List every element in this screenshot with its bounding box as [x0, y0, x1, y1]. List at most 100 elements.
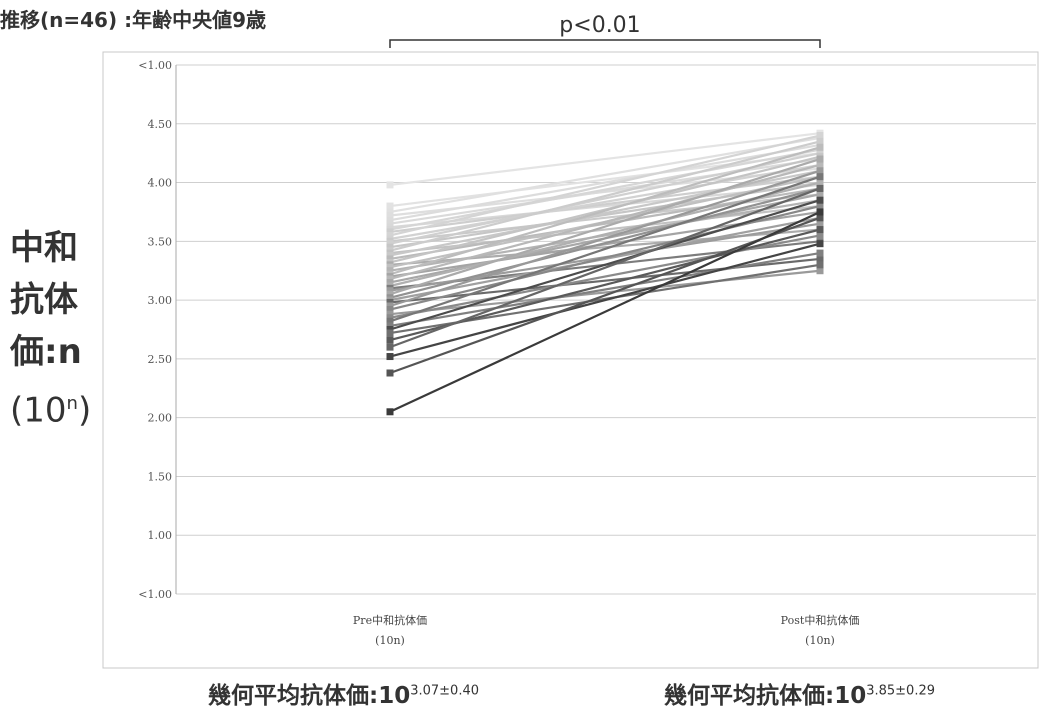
post-geometric-mean-exponent: 3.85±0.29 — [866, 683, 936, 699]
data-point — [816, 161, 824, 169]
data-point — [386, 317, 394, 325]
pre-geometric-mean-exponent: 3.07±0.40 — [410, 683, 480, 699]
category-label: Pre中和抗体価 — [353, 613, 427, 627]
series-lines — [386, 129, 824, 416]
y-tick-label: 1.00 — [148, 529, 173, 542]
y-tick-label: <1.00 — [138, 588, 172, 601]
series-9 — [386, 173, 824, 325]
data-point — [816, 137, 824, 145]
data-point — [386, 326, 394, 333]
data-point — [386, 302, 394, 310]
category-label: Post中和抗体価 — [781, 613, 860, 627]
y-tick-labels: <1.00 1.00 1.50 2.00 2.50 3.00 3.50 4.00 4.50 <1.… — [138, 59, 172, 601]
series-12 — [386, 202, 824, 314]
series-line — [389, 199, 821, 331]
data-point — [386, 240, 394, 248]
data-point — [386, 220, 394, 228]
significance-bracket-line — [389, 39, 821, 48]
series-line — [389, 155, 821, 264]
y-tick-label: 2.50 — [148, 353, 173, 366]
series-line — [389, 187, 821, 299]
post-geometric-mean: 幾何平均抗体価:103.85±0.29 — [664, 676, 935, 710]
series-2 — [386, 214, 824, 377]
series-1 — [386, 208, 824, 416]
data-point — [386, 231, 394, 239]
series-line — [389, 140, 821, 252]
chart-title: 推移(n=46) :年齢中央値9歳 — [0, 8, 266, 32]
data-point — [386, 202, 394, 210]
y-axis-unit-close: ) — [77, 390, 92, 431]
y-tick-label: 4.00 — [148, 177, 173, 190]
series-line — [389, 175, 821, 323]
data-point — [386, 353, 394, 361]
series-line — [389, 157, 821, 296]
series-line — [389, 204, 821, 311]
series-line — [389, 134, 821, 237]
data-point — [386, 329, 394, 337]
y-tick-label: 3.50 — [148, 235, 173, 248]
data-point — [386, 267, 394, 275]
data-point — [816, 167, 824, 175]
data-point — [816, 208, 824, 216]
data-point — [816, 202, 824, 210]
series-line — [389, 169, 821, 308]
series-4 — [386, 184, 824, 351]
series-line — [389, 187, 821, 349]
data-point — [386, 263, 394, 271]
series-line — [389, 210, 821, 413]
data-point — [816, 143, 824, 151]
series-line — [389, 163, 821, 281]
data-point — [386, 408, 394, 416]
series-37 — [386, 132, 824, 239]
data-point — [816, 240, 824, 248]
category-labels: Pre中和抗体価 (10n) Post中和抗体価 (10n) — [353, 613, 859, 647]
data-point — [816, 214, 824, 222]
data-point — [386, 306, 394, 314]
category-sublabel: (10n) — [375, 634, 405, 647]
data-point — [816, 249, 824, 257]
series-line — [389, 216, 821, 375]
data-point — [386, 228, 394, 236]
series-line — [389, 136, 821, 214]
data-point — [816, 255, 824, 263]
y-axis-label: 中和 抗体 価:n (10n) — [10, 222, 110, 436]
data-point — [816, 190, 824, 198]
y-axis-unit-exponent: n — [66, 393, 78, 414]
data-point — [386, 275, 394, 283]
data-point — [386, 287, 394, 295]
data-point — [386, 255, 394, 263]
data-point — [816, 220, 824, 228]
data-point — [816, 231, 824, 239]
data-point — [386, 336, 394, 344]
series-line — [389, 216, 821, 302]
significance-bracket: p<0.01 — [389, 13, 821, 48]
data-point — [386, 314, 394, 322]
data-point — [386, 343, 394, 351]
data-point — [386, 216, 394, 224]
chart-frame — [102, 51, 1039, 669]
data-point — [386, 251, 394, 259]
series-line — [389, 242, 821, 358]
series-line — [389, 132, 821, 186]
y-tick-label: 4.50 — [148, 118, 173, 131]
data-point — [386, 243, 394, 251]
pre-geometric-mean: 幾何平均抗体価:103.07±0.40 — [208, 676, 479, 710]
y-tick-label: 1.50 — [148, 470, 173, 483]
series-line — [389, 143, 821, 222]
data-point — [386, 369, 394, 377]
y-tick-label: 2.00 — [148, 412, 173, 425]
series-22 — [386, 161, 824, 283]
series-line — [389, 157, 821, 225]
data-point — [816, 179, 824, 187]
post-geometric-mean-label: 幾何平均抗体価:10 — [664, 683, 867, 709]
y-axis-label-line-2: 抗体 — [10, 280, 78, 320]
pre-geometric-mean-label: 幾何平均抗体価:10 — [208, 683, 411, 709]
series-10 — [386, 231, 824, 322]
data-point — [816, 261, 824, 269]
data-point — [386, 211, 394, 219]
series-line — [389, 252, 821, 328]
y-axis-unit: (10n) — [10, 378, 110, 436]
series-line — [389, 148, 821, 231]
data-point — [816, 267, 824, 275]
